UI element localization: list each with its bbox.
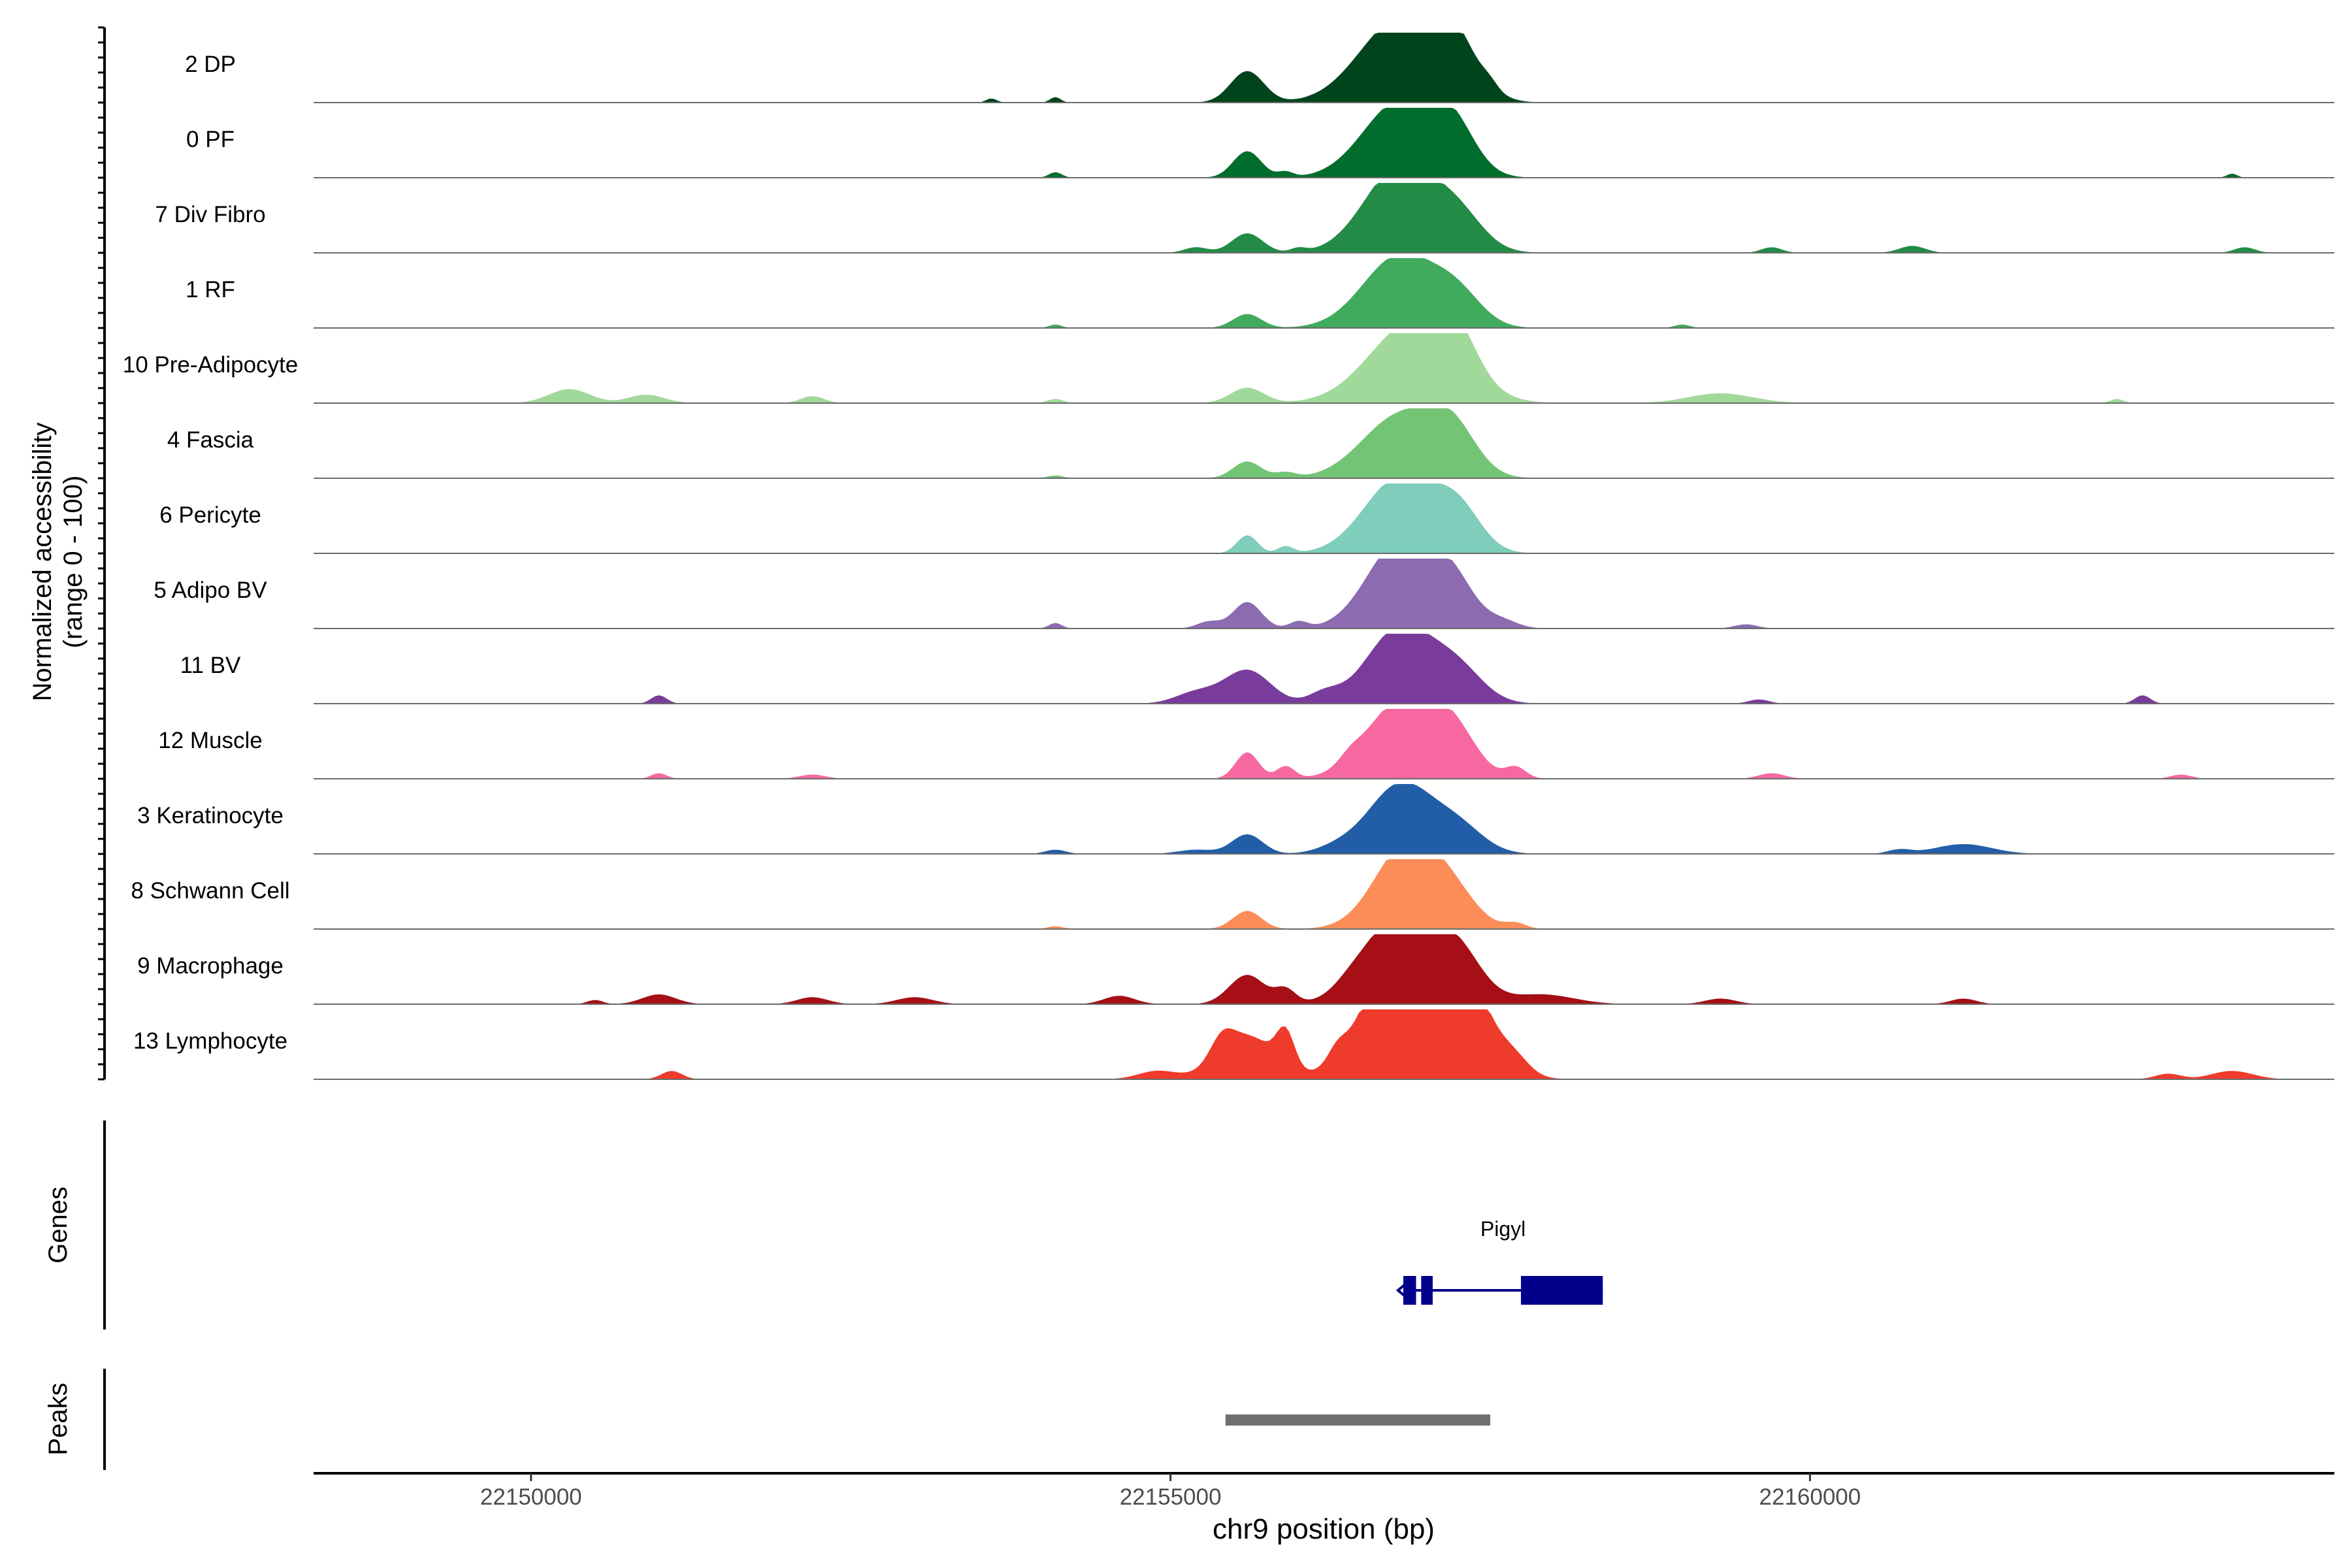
x-axis-label: chr9 position (bp) <box>1213 1513 1435 1545</box>
gene-name-label: Pigyl <box>1480 1217 1526 1241</box>
gene-exon <box>1520 1276 1603 1305</box>
track-label: 12 Muscle <box>158 728 263 753</box>
gene-models: Pigyl <box>1396 1217 1603 1305</box>
track-area <box>314 934 2334 1004</box>
y-axis-label-line2: (range 0 - 100) <box>59 476 88 649</box>
track-label: 6 Pericyte <box>159 502 261 528</box>
track-area <box>314 258 2334 328</box>
track-area <box>314 709 2334 779</box>
track-label: 1 RF <box>186 277 235 302</box>
track-label: 13 Lymphocyte <box>133 1028 287 1054</box>
gene-exon <box>1421 1276 1433 1305</box>
peak-bars <box>1225 1414 1490 1426</box>
x-tick-label: 22160000 <box>1759 1484 1861 1510</box>
y-axis-label-line1: Normalized accessibility <box>28 423 57 702</box>
track-label: 8 Schwann Cell <box>131 878 289 904</box>
track-area <box>314 33 2334 103</box>
peak-region-bar <box>1225 1414 1490 1426</box>
track-area <box>314 183 2334 253</box>
peaks-label: Peaks <box>44 1382 73 1455</box>
track-area <box>314 1009 2334 1079</box>
genes-label: Genes <box>44 1186 73 1264</box>
track-area <box>314 483 2334 553</box>
track-label: 7 Div Fibro <box>155 202 265 227</box>
peaks-panel: Peaks <box>44 1369 1490 1470</box>
track-label: 4 Fascia <box>167 427 254 453</box>
accessibility-tracks <box>314 33 2334 1080</box>
track-area <box>314 784 2334 854</box>
track-labels: 2 DP 0 PF 7 Div Fibro 1 RF 10 Pre-Adipocyte 4… <box>123 52 298 1054</box>
y-axis <box>98 26 106 1081</box>
track-label: 3 Keratinocyte <box>137 803 284 828</box>
track-area <box>314 559 2334 629</box>
x-tick-label: 22155000 <box>1120 1484 1222 1510</box>
track-area <box>314 333 2334 403</box>
track-area <box>314 408 2334 478</box>
track-area <box>314 108 2334 178</box>
track-label: 2 DP <box>185 52 236 77</box>
x-axis: 22150000 22155000 22160000 <box>314 1472 2334 1510</box>
x-tick-label: 22150000 <box>480 1484 582 1510</box>
track-label: 9 Macrophage <box>137 953 284 979</box>
genes-panel: Genes Pigyl <box>44 1120 1603 1330</box>
track-label: 0 PF <box>186 127 235 152</box>
track-area <box>314 859 2334 929</box>
track-label: 5 Adipo BV <box>154 578 267 603</box>
strand-arrow <box>1396 1281 1409 1299</box>
track-label: 11 BV <box>180 653 241 678</box>
track-area <box>314 634 2334 704</box>
gene-exon <box>1403 1276 1416 1305</box>
track-label: 10 Pre-Adipocyte <box>123 352 298 378</box>
